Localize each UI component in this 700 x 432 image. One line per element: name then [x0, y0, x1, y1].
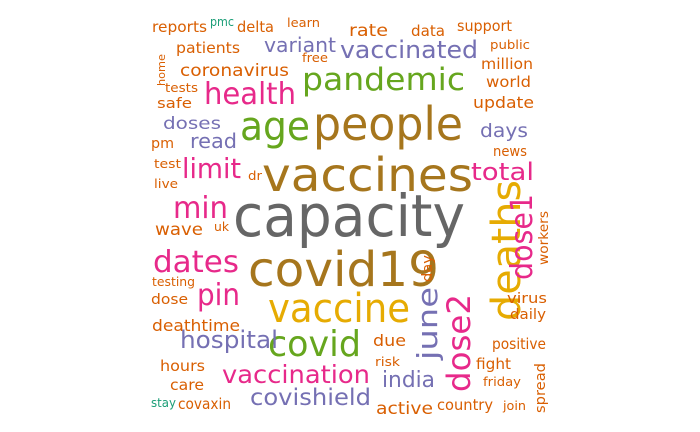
- word-safe: safe: [157, 96, 192, 112]
- word-reports: reports: [152, 18, 207, 36]
- word-doses: doses: [163, 114, 221, 134]
- word-dose: dose: [151, 292, 188, 308]
- word-age: age: [240, 104, 310, 150]
- word-daily: daily: [510, 307, 546, 323]
- word-risk: risk: [375, 355, 400, 369]
- word-coronavirus: coronavirus: [180, 61, 289, 81]
- word-covid: covid: [268, 324, 361, 365]
- word-india: india: [382, 368, 435, 393]
- word-health: health: [204, 77, 296, 112]
- word-country: country: [437, 396, 493, 414]
- word-due: due: [373, 331, 406, 350]
- word-vaccinated: vaccinated: [340, 36, 478, 64]
- word-read: read: [190, 129, 237, 153]
- word-support: support: [457, 17, 512, 35]
- word-care: care: [170, 376, 204, 394]
- word-free: free: [302, 51, 328, 65]
- word-home: home: [155, 54, 168, 86]
- word-vaccine: vaccine: [268, 286, 410, 332]
- word-covid19: covid19: [248, 242, 439, 298]
- word-dr: dr: [248, 169, 262, 183]
- word-capacity: capacity: [233, 182, 465, 250]
- word-covaxin: covaxin: [178, 395, 231, 413]
- word-public: public: [490, 38, 530, 52]
- word-dates: dates: [153, 245, 239, 280]
- word-world: world: [486, 73, 531, 91]
- word-delta: delta: [237, 18, 274, 36]
- word-friday: friday: [483, 375, 521, 389]
- word-testing: testing: [152, 275, 195, 289]
- word-test: test: [154, 157, 181, 171]
- word-pandemic: pandemic: [302, 62, 465, 98]
- word-covishield: covishield: [250, 385, 371, 411]
- word-pin: pin: [197, 278, 240, 313]
- word-rate: rate: [349, 21, 388, 41]
- word-deaths: deaths: [484, 180, 530, 321]
- word-million: million: [481, 55, 533, 73]
- word-active: active: [376, 399, 433, 419]
- word-hours: hours: [160, 357, 205, 375]
- word-data: data: [411, 22, 445, 40]
- word-limit: limit: [182, 152, 241, 185]
- word-pmc: pmc: [210, 15, 234, 29]
- word-learn: learn: [287, 16, 320, 30]
- word-dose2: dose2: [440, 294, 478, 392]
- word-variant: variant: [264, 33, 336, 57]
- word-patients: patients: [176, 39, 240, 57]
- word-min: min: [173, 191, 228, 226]
- word-pm: pm: [151, 136, 174, 152]
- word-wave: wave: [155, 220, 203, 240]
- word-total: total: [471, 158, 534, 186]
- word-virus: virus: [507, 291, 547, 307]
- word-workers: workers: [537, 211, 552, 265]
- word-dose1: dose1: [505, 194, 540, 280]
- word-hospital: hospital: [180, 326, 278, 354]
- word-days: days: [480, 120, 528, 142]
- word-live: live: [154, 177, 178, 191]
- word-positive: positive: [492, 335, 546, 353]
- word-deathtime: deathtime: [152, 316, 240, 335]
- word-people: people: [313, 97, 463, 151]
- word-stay: stay: [151, 396, 176, 410]
- word-june: june: [411, 287, 444, 361]
- word-vaccines: vaccines: [262, 148, 473, 202]
- word-tests: tests: [165, 81, 198, 95]
- word-uk: uk: [214, 220, 229, 234]
- word-join: join: [502, 399, 526, 413]
- word-spread: spread: [533, 363, 549, 413]
- word-fight: fight: [476, 355, 511, 373]
- word-news: news: [493, 144, 527, 160]
- word-vaccination: vaccination: [222, 360, 370, 389]
- word-update: update: [473, 93, 534, 112]
- word-day: day: [420, 255, 436, 282]
